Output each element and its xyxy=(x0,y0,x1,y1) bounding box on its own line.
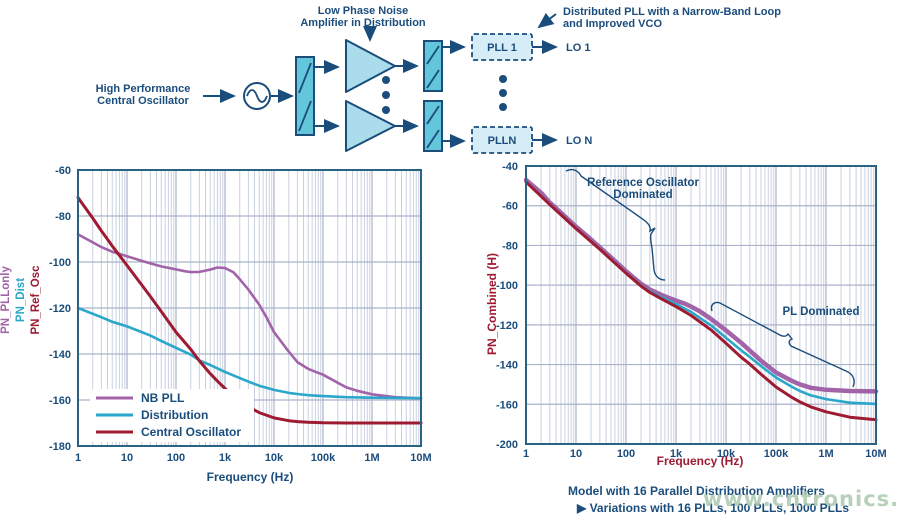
ellipsis-dot xyxy=(499,89,507,97)
right-x-axis-title: Frequency (Hz) xyxy=(657,454,744,468)
plln-box xyxy=(471,126,533,154)
y-tick-label: -140 xyxy=(49,349,71,361)
pll1-label: PLL 1 xyxy=(487,42,517,54)
pl-dominated-brace xyxy=(710,301,855,388)
x-tick-label: 10 xyxy=(121,452,133,464)
y-tick-label: -200 xyxy=(496,439,518,451)
amp-label-line1: Low Phase Noise xyxy=(318,5,408,17)
x-tick-label: 10M xyxy=(865,448,886,460)
ellipsis-dot xyxy=(499,103,507,111)
splitter-1-slash-top xyxy=(298,62,312,94)
x-tick-label: 1 xyxy=(75,452,81,464)
annotation-ref-osc-line1: Reference Oscillator xyxy=(587,177,699,189)
amplifier-icon-bottom xyxy=(345,100,396,152)
y-tick-label: -60 xyxy=(502,201,518,213)
y-tick-label: -160 xyxy=(496,399,518,411)
x-tick-label: 100 xyxy=(617,448,635,460)
y-tick-label: -140 xyxy=(496,360,518,372)
y-tick-label: -80 xyxy=(55,211,71,223)
lo1-label: LO 1 xyxy=(566,42,590,54)
series-curve xyxy=(76,306,423,400)
x-tick-label: 1k xyxy=(219,452,232,464)
x-tick-label: 1M xyxy=(818,448,833,460)
pll1-box xyxy=(471,33,533,61)
right-chart-frame xyxy=(525,165,877,445)
splitter-2t-slash-1 xyxy=(426,45,440,65)
ellipsis-dot xyxy=(382,91,390,99)
ellipsis-dot xyxy=(499,75,507,83)
x-tick-label: 10M xyxy=(410,452,431,464)
left-x-axis-title: Frequency (Hz) xyxy=(207,470,294,484)
x-tick-label: 100 xyxy=(167,452,185,464)
x-tick-label: 10 xyxy=(570,448,582,460)
left-y-axis-title-pn-pllonly: PN_PLLonly xyxy=(0,266,12,334)
left-chart-ticks: -60 -80 -100 -120 -140 -160 -180 1 10 100 1k 10k 100… xyxy=(49,165,432,464)
y-tick-label: -160 xyxy=(49,395,71,407)
legend-label-distribution: Distribution xyxy=(141,408,208,422)
x-tick-label: 1M xyxy=(364,452,379,464)
splitter-2b-slash-1 xyxy=(426,105,440,125)
annotation-ref-osc-line2: Dominated xyxy=(613,189,672,201)
series-curve xyxy=(76,233,423,400)
y-tick-label: -40 xyxy=(502,161,518,173)
splitter-1-slash-bottom xyxy=(298,100,312,132)
left-y-axis-title-pn-dist: PN_Dist xyxy=(15,278,27,322)
dpll-label-line2: and Improved VCO xyxy=(563,18,662,30)
left-chart-frame xyxy=(77,169,422,447)
y-tick-label: -120 xyxy=(496,320,518,332)
caption-model: Model with 16 Parallel Distribution Ampl… xyxy=(568,484,825,498)
right-chart: -40 -60 -80 -100 -120 -140 -160 -200 1 10 100 1k 10k… xyxy=(485,161,887,468)
y-tick-label: -60 xyxy=(55,165,71,177)
sine-wave-icon xyxy=(246,89,268,103)
left-chart: -60 -80 -100 -120 -140 -160 -180 1 10 100 1k 10k 100… xyxy=(0,165,432,484)
lon-label: LO N xyxy=(566,135,592,147)
left-y-axis-title-pn-ref-osc: PN_Ref_Osc xyxy=(30,265,42,335)
splitter-block-2-top xyxy=(423,40,443,92)
dpll-label-arrow xyxy=(537,12,557,29)
splitter-block-2-bottom xyxy=(423,100,443,152)
left-chart-series xyxy=(76,196,423,425)
y-tick-label: -80 xyxy=(502,240,518,252)
reference-oscillator-brace xyxy=(565,168,666,281)
x-tick-label: 100k xyxy=(764,448,789,460)
x-tick-label: 10k xyxy=(717,448,736,460)
splitter-2b-slash-2 xyxy=(426,129,440,149)
amplifier-icon-top xyxy=(345,39,396,93)
dpll-label-line1: Distributed PLL with a Narrow-Band Loop xyxy=(563,6,781,18)
legend-label-nb-pll: NB PLL xyxy=(141,391,184,405)
splitter-block-1 xyxy=(295,56,315,136)
central-osc-label-line1: High Performance xyxy=(96,83,191,95)
y-tick-label: -100 xyxy=(496,280,518,292)
y-tick-label: -120 xyxy=(49,303,71,315)
annotation-pl-dominated: PL Dominated xyxy=(782,306,859,318)
caption-variations: ▶ Variations with 16 PLLs, 100 PLLs, 100… xyxy=(577,501,849,515)
x-tick-label: 1 xyxy=(523,448,529,460)
ellipsis-dot xyxy=(382,76,390,84)
right-chart-ticks: -40 -60 -80 -100 -120 -140 -160 -200 1 10 100 1k 10k… xyxy=(496,161,887,460)
left-chart-legend: NB PLL Distribution Central Oscillator xyxy=(90,389,254,442)
series-curve xyxy=(523,177,879,394)
right-chart-series xyxy=(523,177,879,422)
x-tick-label: 1k xyxy=(670,448,683,460)
x-tick-label: 10k xyxy=(265,452,284,464)
central-osc-label-line2: Central Oscillator xyxy=(97,95,189,107)
splitter-2t-slash-2 xyxy=(426,69,440,89)
y-tick-label: -180 xyxy=(49,441,71,453)
amp-label-line2: Amplifier in Distribution xyxy=(300,17,426,29)
plln-label: PLLN xyxy=(488,135,517,147)
right-y-axis-title: PN_Combined (H) xyxy=(485,253,499,355)
series-curve xyxy=(76,196,423,425)
y-tick-label: -100 xyxy=(49,257,71,269)
block-diagram: High Performance Central Oscillator Low … xyxy=(96,5,781,154)
right-chart-grid xyxy=(526,166,876,444)
x-tick-label: 100k xyxy=(311,452,336,464)
series-curve xyxy=(524,180,878,422)
legend-label-central-oscillator: Central Oscillator xyxy=(141,425,241,439)
ellipsis-dot xyxy=(382,106,390,114)
